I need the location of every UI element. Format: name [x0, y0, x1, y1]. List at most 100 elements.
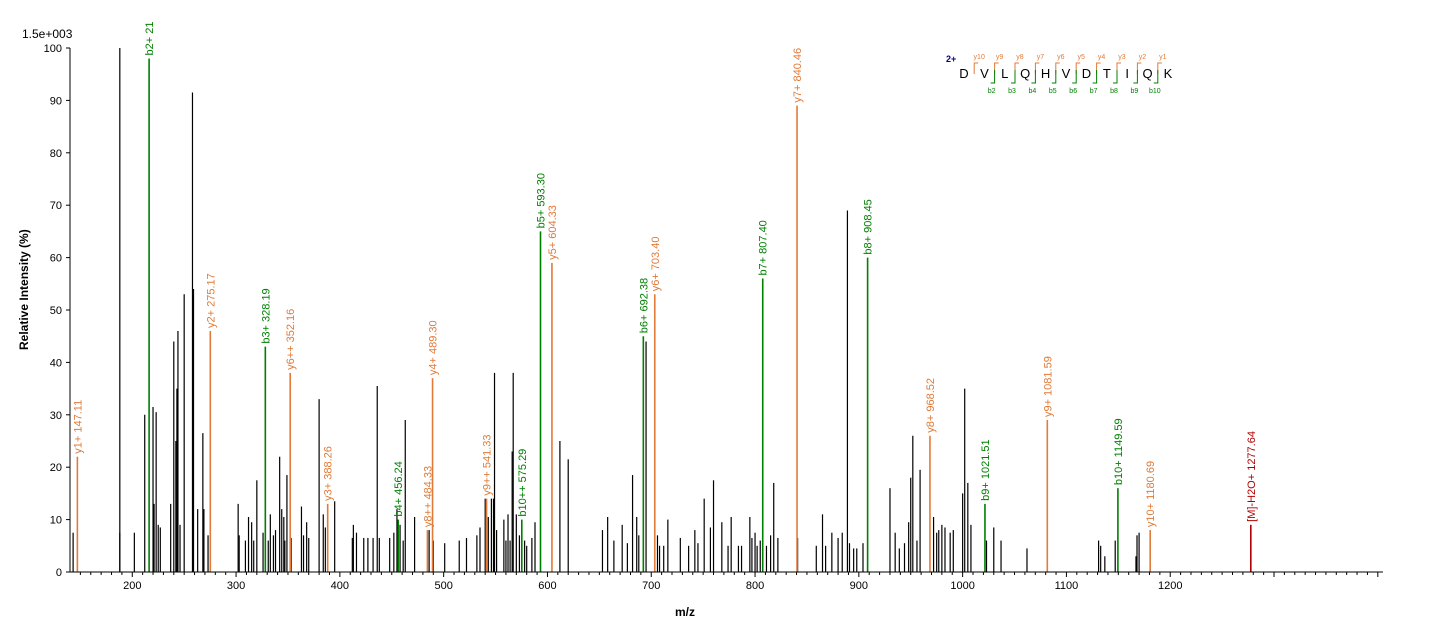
y-ion-label: y3 — [1118, 54, 1126, 61]
peak-label: y4+ 489.30 — [428, 320, 440, 375]
b-ion-label: b7 — [1090, 88, 1098, 95]
y-ion-bracket — [973, 62, 979, 74]
b-ion-label: b2 — [988, 88, 996, 95]
peak-label: y1+ 147.11 — [72, 400, 84, 454]
peak-label: y9++ 541.33 — [482, 434, 494, 495]
y-ion-bracket — [994, 62, 999, 74]
peak-label: b9+ 1021.51 — [980, 439, 992, 500]
b-ion-label: b4 — [1029, 88, 1037, 95]
sequence-residue: V — [1062, 66, 1071, 81]
x-tick-label: 1000 — [950, 580, 974, 592]
y-ion-label: y9 — [996, 54, 1004, 61]
sequence-residue: D — [959, 66, 968, 81]
y-tick-label: 30 — [50, 410, 62, 422]
b-ion-bracket — [1051, 70, 1057, 84]
y-ion-label: y1 — [1159, 54, 1167, 61]
y-ion-bracket — [1055, 62, 1060, 74]
sequence-residue: D — [1082, 66, 1091, 81]
peak-label: y8+ 968.52 — [925, 378, 937, 433]
y-tick-label: 90 — [50, 95, 62, 107]
b-ion-label: b9 — [1131, 88, 1139, 95]
peak-label: b10++ 575.29 — [517, 449, 529, 517]
b-ion-bracket — [1011, 70, 1016, 84]
y-ion-bracket — [1136, 62, 1142, 74]
b-ion-label: b8 — [1110, 88, 1118, 95]
y-ion-bracket — [1075, 62, 1081, 74]
peak-labels-layer: y1+ 147.11 b2+ 21 y2+ 275.17 b3+ 328.19 y6++… — [72, 22, 1257, 528]
axes-layer: 0 10 20 30 40 50 60 70 80 90 100 200 300 400 500 600 700… — [44, 43, 1383, 592]
y-ion-bracket — [1014, 62, 1019, 74]
peak-label: [M]-H2O+ 1277.64 — [1246, 431, 1258, 522]
b-ion-label: b6 — [1069, 88, 1077, 95]
y-ion-label: y5 — [1077, 54, 1085, 61]
peak-label: b2+ 21 — [144, 22, 156, 56]
y-ion-bracket — [1096, 62, 1101, 74]
peak-label: y5+ 604.33 — [547, 205, 559, 260]
b-ion-bracket — [1113, 70, 1118, 84]
sequence-residue: Q — [1020, 66, 1030, 81]
y-tick-label: 80 — [50, 148, 62, 160]
y-tick-label: 60 — [50, 253, 62, 265]
y-ion-bracket — [1034, 62, 1040, 74]
b-ion-label: b10 — [1149, 88, 1161, 95]
b-ion-bracket — [1072, 70, 1077, 84]
b-ion-bracket — [1031, 70, 1036, 84]
peak-label: y2+ 275.17 — [205, 273, 217, 328]
peak-label: y10+ 1180.69 — [1145, 461, 1157, 527]
x-tick-label: 500 — [434, 580, 452, 592]
x-tick-label: 1200 — [1158, 580, 1182, 592]
x-tick-label: 300 — [227, 580, 245, 592]
sequence-residue: Q — [1143, 66, 1153, 81]
peak-label: b7+ 807.40 — [758, 220, 770, 275]
peak-label: y9+ 1081.59 — [1042, 356, 1054, 417]
peak-label: y7+ 840.46 — [792, 48, 804, 103]
y-axis-title: Relative Intensity (%) — [17, 229, 31, 350]
x-tick-label: 1100 — [1055, 580, 1079, 592]
sequence-residue: L — [1001, 66, 1008, 81]
peak-label: y6+ 703.40 — [650, 237, 662, 292]
y-tick-label: 10 — [50, 515, 62, 527]
sequence-residue: T — [1103, 66, 1111, 81]
b-ion-bracket — [990, 70, 996, 84]
y-ion-label: y8 — [1016, 54, 1024, 61]
y-ion-label: y7 — [1037, 54, 1045, 61]
peak-label: y8++ 484.33 — [422, 466, 434, 527]
y-tick-label: 50 — [50, 305, 62, 317]
sequence-residue: I — [1125, 66, 1129, 81]
intensity-scale-label: 1.5e+003 — [22, 27, 73, 41]
x-tick-label: 400 — [331, 580, 349, 592]
peak-label: y6++ 352.16 — [285, 309, 297, 370]
peak-label: b10+ 1149.59 — [1113, 418, 1125, 485]
x-tick-label: 700 — [642, 580, 660, 592]
y-tick-label: 100 — [44, 43, 62, 55]
b-ion-bracket — [1092, 70, 1098, 84]
b-ion-label: b5 — [1049, 88, 1057, 95]
sequence-residue: K — [1164, 66, 1173, 81]
peak-label: b5+ 593.30 — [536, 173, 548, 228]
y-ion-bracket — [1157, 62, 1162, 74]
b-ion-bracket — [1153, 70, 1159, 84]
y-tick-label: 70 — [50, 200, 62, 212]
peaks-layer — [72, 48, 1252, 572]
y-ion-label: y6 — [1057, 54, 1065, 61]
x-tick-label: 800 — [746, 580, 764, 592]
x-tick-label: 600 — [538, 580, 556, 592]
peak-label: b3+ 328.19 — [260, 288, 272, 343]
precursor-charge-label: 2+ — [946, 54, 956, 64]
y-ion-label: y4 — [1098, 54, 1106, 61]
y-tick-label: 40 — [50, 357, 62, 369]
b-ion-bracket — [1133, 70, 1138, 84]
x-tick-label: 900 — [850, 580, 868, 592]
sequence-residue: V — [980, 66, 989, 81]
peak-label: b4+ 456.24 — [393, 461, 405, 516]
x-axis-title: m/z — [675, 605, 695, 619]
sequence-residue: H — [1041, 66, 1050, 81]
b-ion-label: b3 — [1008, 88, 1016, 95]
y-ion-bracket — [1116, 62, 1121, 74]
x-tick-label: 200 — [123, 580, 141, 592]
y-tick-label: 20 — [50, 462, 62, 474]
y-tick-label: 0 — [56, 567, 62, 579]
peak-label: b6+ 692.38 — [638, 278, 650, 333]
